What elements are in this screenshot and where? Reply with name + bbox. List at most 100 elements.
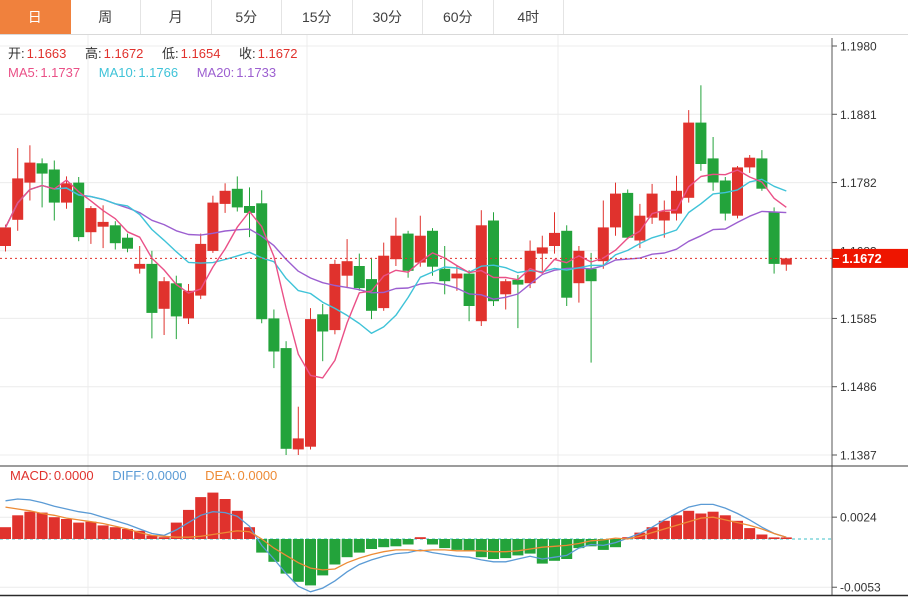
macd-bar bbox=[97, 525, 109, 539]
macd-bar bbox=[475, 539, 487, 558]
macd-bar bbox=[219, 499, 231, 539]
candle-body bbox=[280, 348, 292, 449]
high-value: 1.1672 bbox=[103, 46, 144, 61]
candle-body bbox=[414, 235, 426, 263]
candle-body bbox=[695, 122, 707, 164]
macd-bar bbox=[231, 510, 243, 539]
macd-bar bbox=[305, 539, 316, 586]
candle-body bbox=[585, 268, 597, 282]
high-label: 高: bbox=[85, 46, 102, 61]
dea-line bbox=[5, 506, 787, 571]
macd-bar bbox=[683, 510, 695, 539]
macd-bar bbox=[524, 539, 536, 554]
macd-bar bbox=[317, 539, 329, 576]
candle-body bbox=[73, 182, 85, 238]
candle-body bbox=[719, 180, 731, 214]
macd-bar bbox=[292, 539, 304, 582]
macd-bar bbox=[512, 539, 524, 556]
candle-body bbox=[61, 183, 72, 203]
macd-bar bbox=[24, 511, 36, 539]
macd-bar bbox=[134, 530, 146, 539]
ma-legend: MA5: 1.1737 MA10: 1.1766 MA20: 1.1733 bbox=[8, 65, 291, 80]
high-pair: 高: 1.1672 bbox=[85, 46, 143, 61]
candle-body bbox=[24, 162, 36, 183]
macd-bar bbox=[244, 527, 255, 539]
macd-bar bbox=[61, 519, 72, 539]
y-axis-label: 1.1881 bbox=[840, 108, 877, 122]
macd-bar bbox=[109, 527, 121, 539]
close-value: 1.1672 bbox=[257, 46, 298, 61]
candle-body bbox=[158, 281, 170, 309]
tab-min15[interactable]: 15分 bbox=[282, 0, 353, 34]
current-price-tag bbox=[832, 248, 908, 268]
open-value: 1.1663 bbox=[26, 46, 67, 61]
candle-body bbox=[195, 243, 207, 296]
tab-week[interactable]: 周 bbox=[71, 0, 141, 34]
ma20-legend: MA20: 1.1733 bbox=[197, 65, 276, 80]
open-pair: 开: 1.1663 bbox=[8, 46, 66, 61]
macd-bar bbox=[756, 534, 768, 539]
y-axis-label: 1.1980 bbox=[840, 40, 877, 54]
macd-bar bbox=[536, 539, 548, 564]
diff-label: DIFF: bbox=[112, 468, 145, 483]
macd-bar bbox=[732, 520, 743, 539]
macd-bar bbox=[85, 521, 97, 539]
candle-body bbox=[671, 190, 682, 214]
candle-body bbox=[231, 188, 243, 208]
dea-value: 0.0000 bbox=[237, 468, 278, 483]
candle-body bbox=[744, 157, 756, 168]
macd-bar bbox=[268, 539, 280, 562]
timeframe-tabbar: 日周月 5分 15分 30分 60分 4时 bbox=[0, 0, 908, 35]
macd-bar bbox=[780, 537, 792, 539]
candle-body bbox=[366, 279, 377, 311]
tab-day[interactable]: 日 bbox=[0, 0, 71, 34]
candle-body bbox=[183, 290, 194, 319]
candle-body bbox=[329, 263, 341, 331]
candle-body bbox=[109, 225, 121, 244]
close-label: 收: bbox=[239, 46, 256, 61]
tab-min5[interactable]: 5分 bbox=[212, 0, 282, 34]
candle-body bbox=[683, 122, 695, 198]
macd-bar bbox=[353, 539, 365, 553]
candle-body bbox=[36, 163, 48, 174]
macd-bar bbox=[549, 539, 560, 561]
candle-body bbox=[561, 230, 573, 298]
macd-bar bbox=[768, 537, 780, 539]
macd-label: MACD: bbox=[10, 468, 52, 483]
macd-bar bbox=[695, 513, 707, 539]
candle-body bbox=[85, 208, 97, 233]
macd-value-legend: MACD: 0.0000 bbox=[10, 468, 94, 483]
candle-body bbox=[353, 266, 365, 289]
candle-body bbox=[12, 178, 24, 220]
tab-hour4[interactable]: 4时 bbox=[494, 0, 564, 34]
ma10-label: MA10: bbox=[98, 65, 137, 80]
ma20-label: MA20: bbox=[196, 65, 235, 80]
candle-body bbox=[207, 202, 219, 251]
tab-min30[interactable]: 30分 bbox=[353, 0, 423, 34]
macd-bar bbox=[744, 528, 756, 539]
candle-body bbox=[122, 237, 133, 249]
candle-body bbox=[378, 255, 390, 309]
macd-bar bbox=[12, 515, 24, 539]
macd-bar bbox=[585, 539, 597, 547]
candle-body bbox=[256, 203, 268, 320]
tab-month[interactable]: 月 bbox=[141, 0, 212, 34]
tab-min60[interactable]: 60分 bbox=[423, 0, 494, 34]
candle-body bbox=[97, 221, 109, 227]
macd-bar bbox=[36, 512, 48, 539]
diff-value-legend: DIFF: 0.0000 bbox=[112, 468, 186, 483]
candle-body bbox=[597, 227, 609, 262]
candle-body bbox=[756, 158, 768, 189]
macd-bar bbox=[488, 539, 499, 559]
macd-bar bbox=[414, 537, 426, 539]
axis-gutter bbox=[832, 35, 908, 600]
candle-body bbox=[707, 158, 719, 183]
candle-body bbox=[134, 263, 146, 269]
macd-bar bbox=[597, 539, 609, 550]
candle-body bbox=[488, 220, 499, 302]
macd-bar bbox=[158, 537, 170, 539]
macd-bar bbox=[122, 529, 133, 539]
macd-bar bbox=[329, 539, 341, 565]
